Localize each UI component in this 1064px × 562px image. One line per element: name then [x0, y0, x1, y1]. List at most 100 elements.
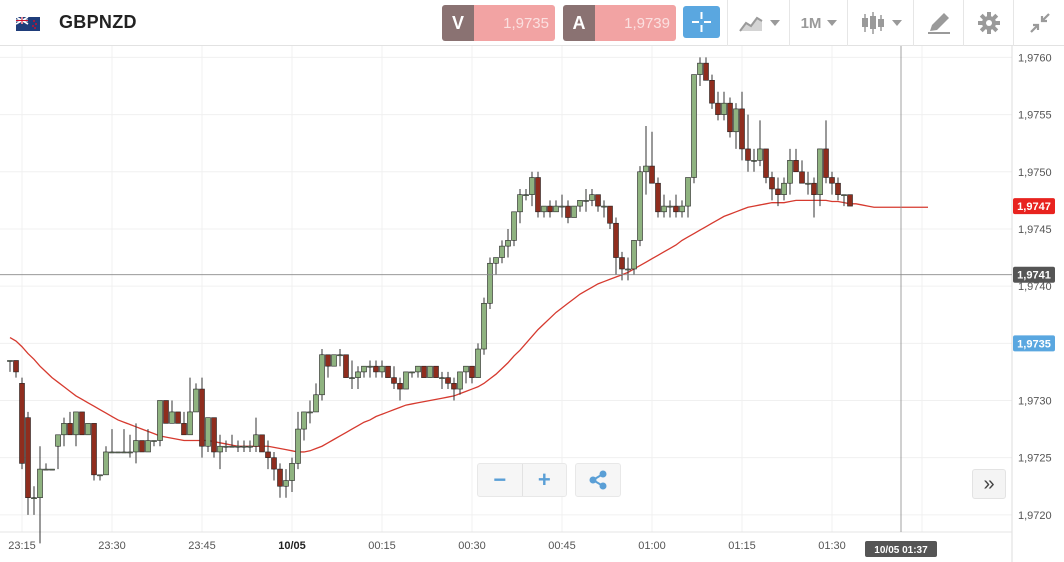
collapse-chart-button[interactable]	[1013, 0, 1064, 46]
candle	[385, 365, 391, 378]
candle	[163, 400, 169, 424]
bear-candle-body	[373, 365, 379, 373]
candle	[475, 343, 481, 378]
bull-candle-body	[205, 417, 211, 447]
candle	[703, 57, 709, 81]
candle	[559, 194, 565, 218]
chart-type-dropdown[interactable]	[727, 0, 790, 46]
bear-candle-body	[709, 80, 715, 104]
candle	[793, 148, 799, 173]
settings-button[interactable]	[963, 0, 1014, 46]
bull-candle-body	[61, 423, 67, 436]
candle	[409, 371, 415, 378]
bull-candle-body	[115, 451, 121, 454]
zoom-in-button[interactable]: +	[521, 464, 567, 496]
bear-candle-body	[535, 177, 541, 213]
buy-price: 1,9739	[595, 5, 676, 41]
candle	[811, 177, 817, 218]
candle	[769, 171, 775, 201]
drawing-tools-button[interactable]	[913, 0, 964, 46]
sell-label: V	[442, 5, 474, 41]
buy-price-button[interactable]: A 1,9739	[563, 5, 676, 41]
candle	[97, 474, 103, 481]
candle-style-dropdown[interactable]	[847, 0, 914, 46]
bull-candle-body	[679, 205, 685, 213]
bear-candle-body	[175, 411, 181, 424]
price-tick-label: 1,9730	[1018, 395, 1052, 407]
crosshair-time-badge: 10/05 01:37	[865, 541, 937, 557]
candle	[397, 377, 403, 401]
candle	[781, 177, 787, 201]
candle	[73, 411, 79, 447]
candle	[127, 434, 133, 458]
bull-candle-body	[517, 194, 523, 213]
moving-average	[9, 199, 928, 453]
bull-candle-body	[319, 354, 325, 396]
candle	[595, 194, 601, 212]
candle	[121, 429, 127, 454]
bull-candle-body	[427, 365, 433, 378]
candle	[583, 188, 589, 212]
bear-candle-body	[775, 188, 781, 195]
candle	[349, 360, 355, 390]
bull-candle-body	[217, 445, 223, 453]
bear-candle-body	[469, 365, 475, 378]
price-tick-label: 1,9760	[1018, 52, 1052, 64]
candle	[241, 440, 247, 452]
bull-candle-body	[553, 205, 559, 213]
timeframe-dropdown[interactable]: 1M	[789, 0, 848, 46]
zoom-controls: − +	[477, 463, 567, 497]
time-tick-label: 00:15	[368, 540, 396, 552]
candle	[421, 365, 427, 378]
candle	[295, 411, 301, 470]
time-tick-label: 01:15	[728, 540, 756, 552]
moving-average-line	[9, 199, 928, 453]
candlestick-icon	[862, 12, 884, 34]
candle	[649, 131, 655, 184]
scroll-to-latest-button[interactable]: »	[972, 469, 1006, 499]
bear-candle-body	[277, 468, 283, 487]
candle	[415, 365, 421, 378]
bear-candle-body	[823, 148, 829, 178]
share-button[interactable]	[575, 463, 621, 497]
candle	[493, 257, 499, 275]
bull-candle-body	[697, 62, 703, 75]
bull-candle-body	[379, 365, 385, 373]
candle	[667, 200, 673, 218]
bear-candle-body	[139, 440, 145, 453]
crosshair-toggle-button[interactable]	[683, 6, 720, 38]
bull-candle-body	[457, 371, 463, 390]
bear-candle-body	[67, 423, 73, 436]
bear-candle-body	[829, 177, 835, 184]
bull-candle-body	[571, 205, 577, 218]
candle	[343, 354, 349, 378]
zoom-out-button[interactable]: −	[493, 467, 507, 492]
candle	[31, 486, 37, 515]
bull-candle-body	[523, 194, 529, 196]
bull-candle-body	[361, 365, 367, 373]
candle	[817, 148, 823, 207]
bull-candle-body	[757, 148, 763, 161]
bear-candle-body	[451, 383, 457, 390]
bear-candle-body	[649, 165, 655, 184]
price-tick-label: 1,9720	[1018, 510, 1052, 522]
bull-candle-body	[187, 411, 193, 436]
candle	[733, 103, 739, 149]
bull-candle-body	[463, 365, 469, 373]
bull-candle-body	[73, 411, 79, 436]
bull-candle-body	[787, 160, 793, 184]
sell-price-button[interactable]: V 1,9735	[442, 5, 555, 41]
candle	[271, 451, 277, 481]
candle	[187, 377, 193, 436]
candle	[643, 126, 649, 195]
time-tick-label: 01:30	[818, 540, 846, 552]
bull-candle-body	[487, 262, 493, 304]
price-chart[interactable]: 1,97601,97551,97501,97451,97401,97351,97…	[0, 46, 1064, 562]
bull-candle-body	[781, 182, 787, 195]
crosshair-price-badge-bg	[1013, 266, 1055, 283]
candle	[601, 200, 607, 218]
bull-candle-body	[733, 108, 739, 133]
bear-candle-body	[769, 177, 775, 190]
bull-candle-body	[331, 354, 337, 367]
price-tick-label: 1,9750	[1018, 167, 1052, 179]
